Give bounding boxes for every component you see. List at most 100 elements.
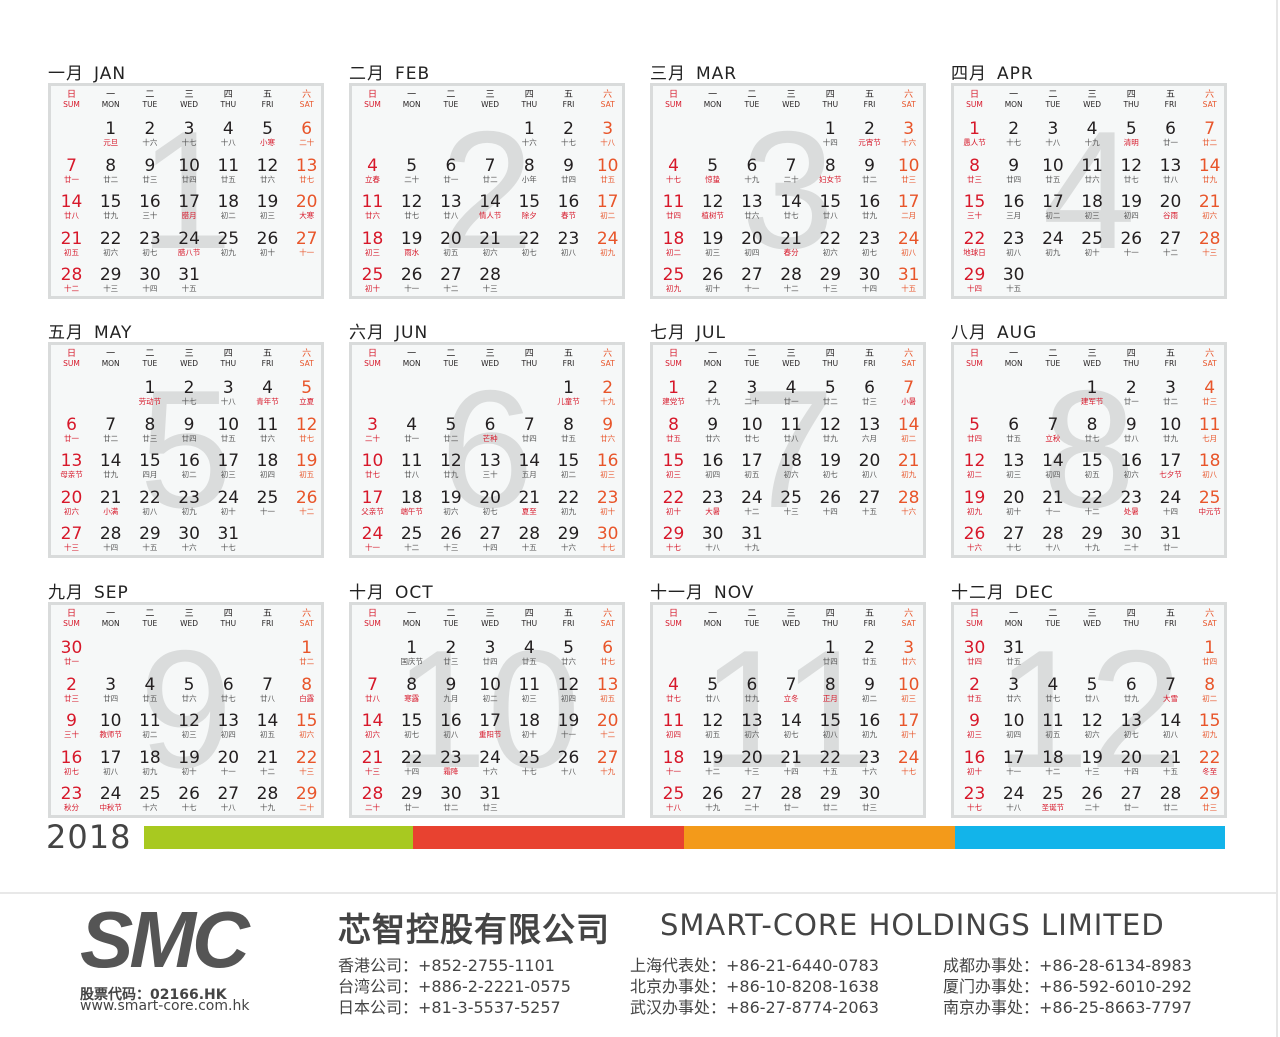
day-cell[interactable]: 5 清明: [1112, 120, 1151, 147]
day-cell[interactable]: 10 廿七: [732, 416, 771, 443]
day-cell[interactable]: 1 建军节: [1073, 379, 1112, 406]
day-cell[interactable]: 26 十六: [955, 525, 994, 552]
day-cell[interactable]: 14 廿七: [772, 193, 811, 220]
day-cell[interactable]: 15 三十: [955, 193, 994, 220]
day-cell[interactable]: 14 初四: [1033, 452, 1072, 479]
day-cell[interactable]: 5 廿四: [955, 416, 994, 443]
day-cell[interactable]: 11 初三: [510, 676, 549, 703]
day-cell[interactable]: 22 冬至: [1190, 749, 1224, 776]
day-cell[interactable]: 6 廿五: [994, 416, 1033, 443]
day-cell[interactable]: 17 七夕节: [1151, 452, 1190, 479]
day-cell[interactable]: 21 小满: [91, 489, 130, 516]
day-cell[interactable]: 20 谷雨: [1151, 193, 1190, 220]
day-cell[interactable]: 9 初三: [955, 712, 994, 739]
day-cell[interactable]: 13 母亲节: [52, 452, 91, 479]
day-cell[interactable]: 23 初八: [994, 230, 1033, 257]
day-cell[interactable]: 15 廿九: [91, 193, 130, 220]
day-cell[interactable]: 29 十六: [549, 525, 588, 552]
day-cell[interactable]: 4 青年节: [248, 379, 287, 406]
day-cell[interactable]: 9 初二: [850, 676, 889, 703]
day-cell[interactable]: 26 十一: [1112, 230, 1151, 257]
day-cell[interactable]: 30 廿四: [955, 639, 994, 666]
day-cell[interactable]: 28 十六: [889, 489, 923, 516]
day-cell[interactable]: 22 十二: [1073, 489, 1112, 516]
day-cell[interactable]: 4 十九: [1073, 120, 1112, 147]
day-cell[interactable]: 13 廿七: [287, 157, 321, 184]
day-cell[interactable]: 21 十三: [353, 749, 392, 776]
day-cell[interactable]: 23 大暑: [693, 489, 732, 516]
day-cell[interactable]: 1 愚人节: [955, 120, 994, 147]
day-cell[interactable]: 18 十二: [1033, 749, 1072, 776]
day-cell[interactable]: 25 十八: [654, 785, 693, 812]
day-cell[interactable]: 28 十二: [772, 266, 811, 293]
day-cell[interactable]: 15 四月: [130, 452, 169, 479]
day-cell[interactable]: 23 初十: [588, 489, 622, 516]
day-cell[interactable]: 8 正月: [811, 676, 850, 703]
day-cell[interactable]: 22 十五: [811, 749, 850, 776]
day-cell[interactable]: 11 廿六: [1073, 157, 1112, 184]
day-cell[interactable]: 5 廿八: [693, 676, 732, 703]
day-cell[interactable]: 7 廿二: [91, 416, 130, 443]
day-cell[interactable]: 16 初八: [431, 712, 470, 739]
day-cell[interactable]: 18 十一: [654, 749, 693, 776]
day-cell[interactable]: 25 初十: [353, 266, 392, 293]
day-cell[interactable]: 19 初三: [248, 193, 287, 220]
day-cell[interactable]: 25 十七: [510, 749, 549, 776]
day-cell[interactable]: 30 十六: [170, 525, 209, 552]
day-cell[interactable]: 11 廿八: [392, 452, 431, 479]
day-cell[interactable]: 19 初四: [1112, 193, 1151, 220]
day-cell[interactable]: 8 廿三: [955, 157, 994, 184]
day-cell[interactable]: 2 十九: [588, 379, 622, 406]
day-cell[interactable]: 26 十四: [811, 489, 850, 516]
day-cell[interactable]: 5 惊蛰: [693, 157, 732, 184]
day-cell[interactable]: 9 九月: [431, 676, 470, 703]
day-cell[interactable]: 25 十一: [248, 489, 287, 516]
day-cell[interactable]: 22 初六: [811, 230, 850, 257]
day-cell[interactable]: 21 十二: [248, 749, 287, 776]
day-cell[interactable]: 13 初三: [994, 452, 1033, 479]
day-cell[interactable]: 15 廿八: [811, 193, 850, 220]
day-cell[interactable]: 6 廿九: [732, 676, 771, 703]
day-cell[interactable]: 25 初九: [209, 230, 248, 257]
day-cell[interactable]: 9 廿六: [693, 416, 732, 443]
day-cell[interactable]: 29 十五: [130, 525, 169, 552]
day-cell[interactable]: 26 十九: [693, 785, 732, 812]
day-cell[interactable]: 7 廿八: [353, 676, 392, 703]
day-cell[interactable]: 19 十二: [693, 749, 732, 776]
day-cell[interactable]: 27 十四: [471, 525, 510, 552]
day-cell[interactable]: 15 初六: [287, 712, 321, 739]
day-cell[interactable]: 16 初六: [1112, 452, 1151, 479]
day-cell[interactable]: 22 地球日: [955, 230, 994, 257]
day-cell[interactable]: 9 三十: [52, 712, 91, 739]
day-cell[interactable]: 15 初二: [549, 452, 588, 479]
day-cell[interactable]: 20 十二: [588, 712, 622, 739]
day-cell[interactable]: 25 十六: [130, 785, 169, 812]
day-cell[interactable]: 12 初五: [693, 712, 732, 739]
day-cell[interactable]: 4 廿三: [1190, 379, 1224, 406]
day-cell[interactable]: 4 廿五: [510, 639, 549, 666]
day-cell[interactable]: 8 廿五: [654, 416, 693, 443]
day-cell[interactable]: 21 夏至: [510, 489, 549, 516]
day-cell[interactable]: 6 廿三: [850, 379, 889, 406]
day-cell[interactable]: 26 十七: [170, 785, 209, 812]
day-cell[interactable]: 15 初五: [1073, 452, 1112, 479]
day-cell[interactable]: 26 十一: [392, 266, 431, 293]
day-cell[interactable]: 15 初三: [654, 452, 693, 479]
day-cell[interactable]: 6 廿一: [431, 157, 470, 184]
day-cell[interactable]: 6 廿一: [52, 416, 91, 443]
day-cell[interactable]: 28 十五: [510, 525, 549, 552]
day-cell[interactable]: 18 初十: [510, 712, 549, 739]
day-cell[interactable]: 27 十二: [1151, 230, 1190, 257]
day-cell[interactable]: 4 十七: [654, 157, 693, 184]
day-cell[interactable]: 24 中秋节: [91, 785, 130, 812]
day-cell[interactable]: 24 初九: [1033, 230, 1072, 257]
day-cell[interactable]: 10 廿三: [889, 157, 923, 184]
day-cell[interactable]: 2 十六: [130, 120, 169, 147]
day-cell[interactable]: 21 十四: [772, 749, 811, 776]
day-cell[interactable]: 29 十三: [811, 266, 850, 293]
day-cell[interactable]: 31 廿一: [1151, 525, 1190, 552]
day-cell[interactable]: 2 廿三: [431, 639, 470, 666]
day-cell[interactable]: 14 初八: [1151, 712, 1190, 739]
day-cell[interactable]: 31 十九: [732, 525, 771, 552]
day-cell[interactable]: 22 十三: [287, 749, 321, 776]
